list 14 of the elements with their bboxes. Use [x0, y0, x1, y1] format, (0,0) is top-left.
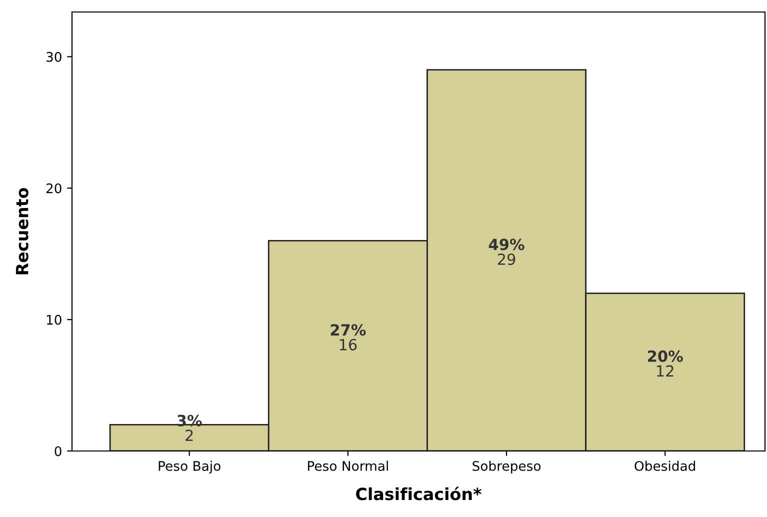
y-tick-label: 30: [46, 52, 62, 62]
y-tick-label: 0: [54, 446, 62, 456]
y-axis-title: Recuento: [16, 188, 28, 274]
data-label: 20% 12: [648, 350, 683, 377]
x-tick-label: Obesidad: [634, 460, 696, 471]
data-label: 49% 29: [488, 238, 524, 266]
x-axis-title: Clasificación*: [356, 486, 482, 500]
data-label: 3% 2: [177, 414, 202, 441]
y-tick-label: 10: [46, 314, 62, 325]
x-tick-label: Peso Bajo: [158, 460, 220, 474]
y-tick-label: 20: [46, 183, 62, 194]
x-tick-label: Sobrepeso: [472, 460, 541, 474]
x-tick-label: Peso Normal: [308, 460, 388, 471]
data-label: 27% 16: [330, 324, 366, 350]
